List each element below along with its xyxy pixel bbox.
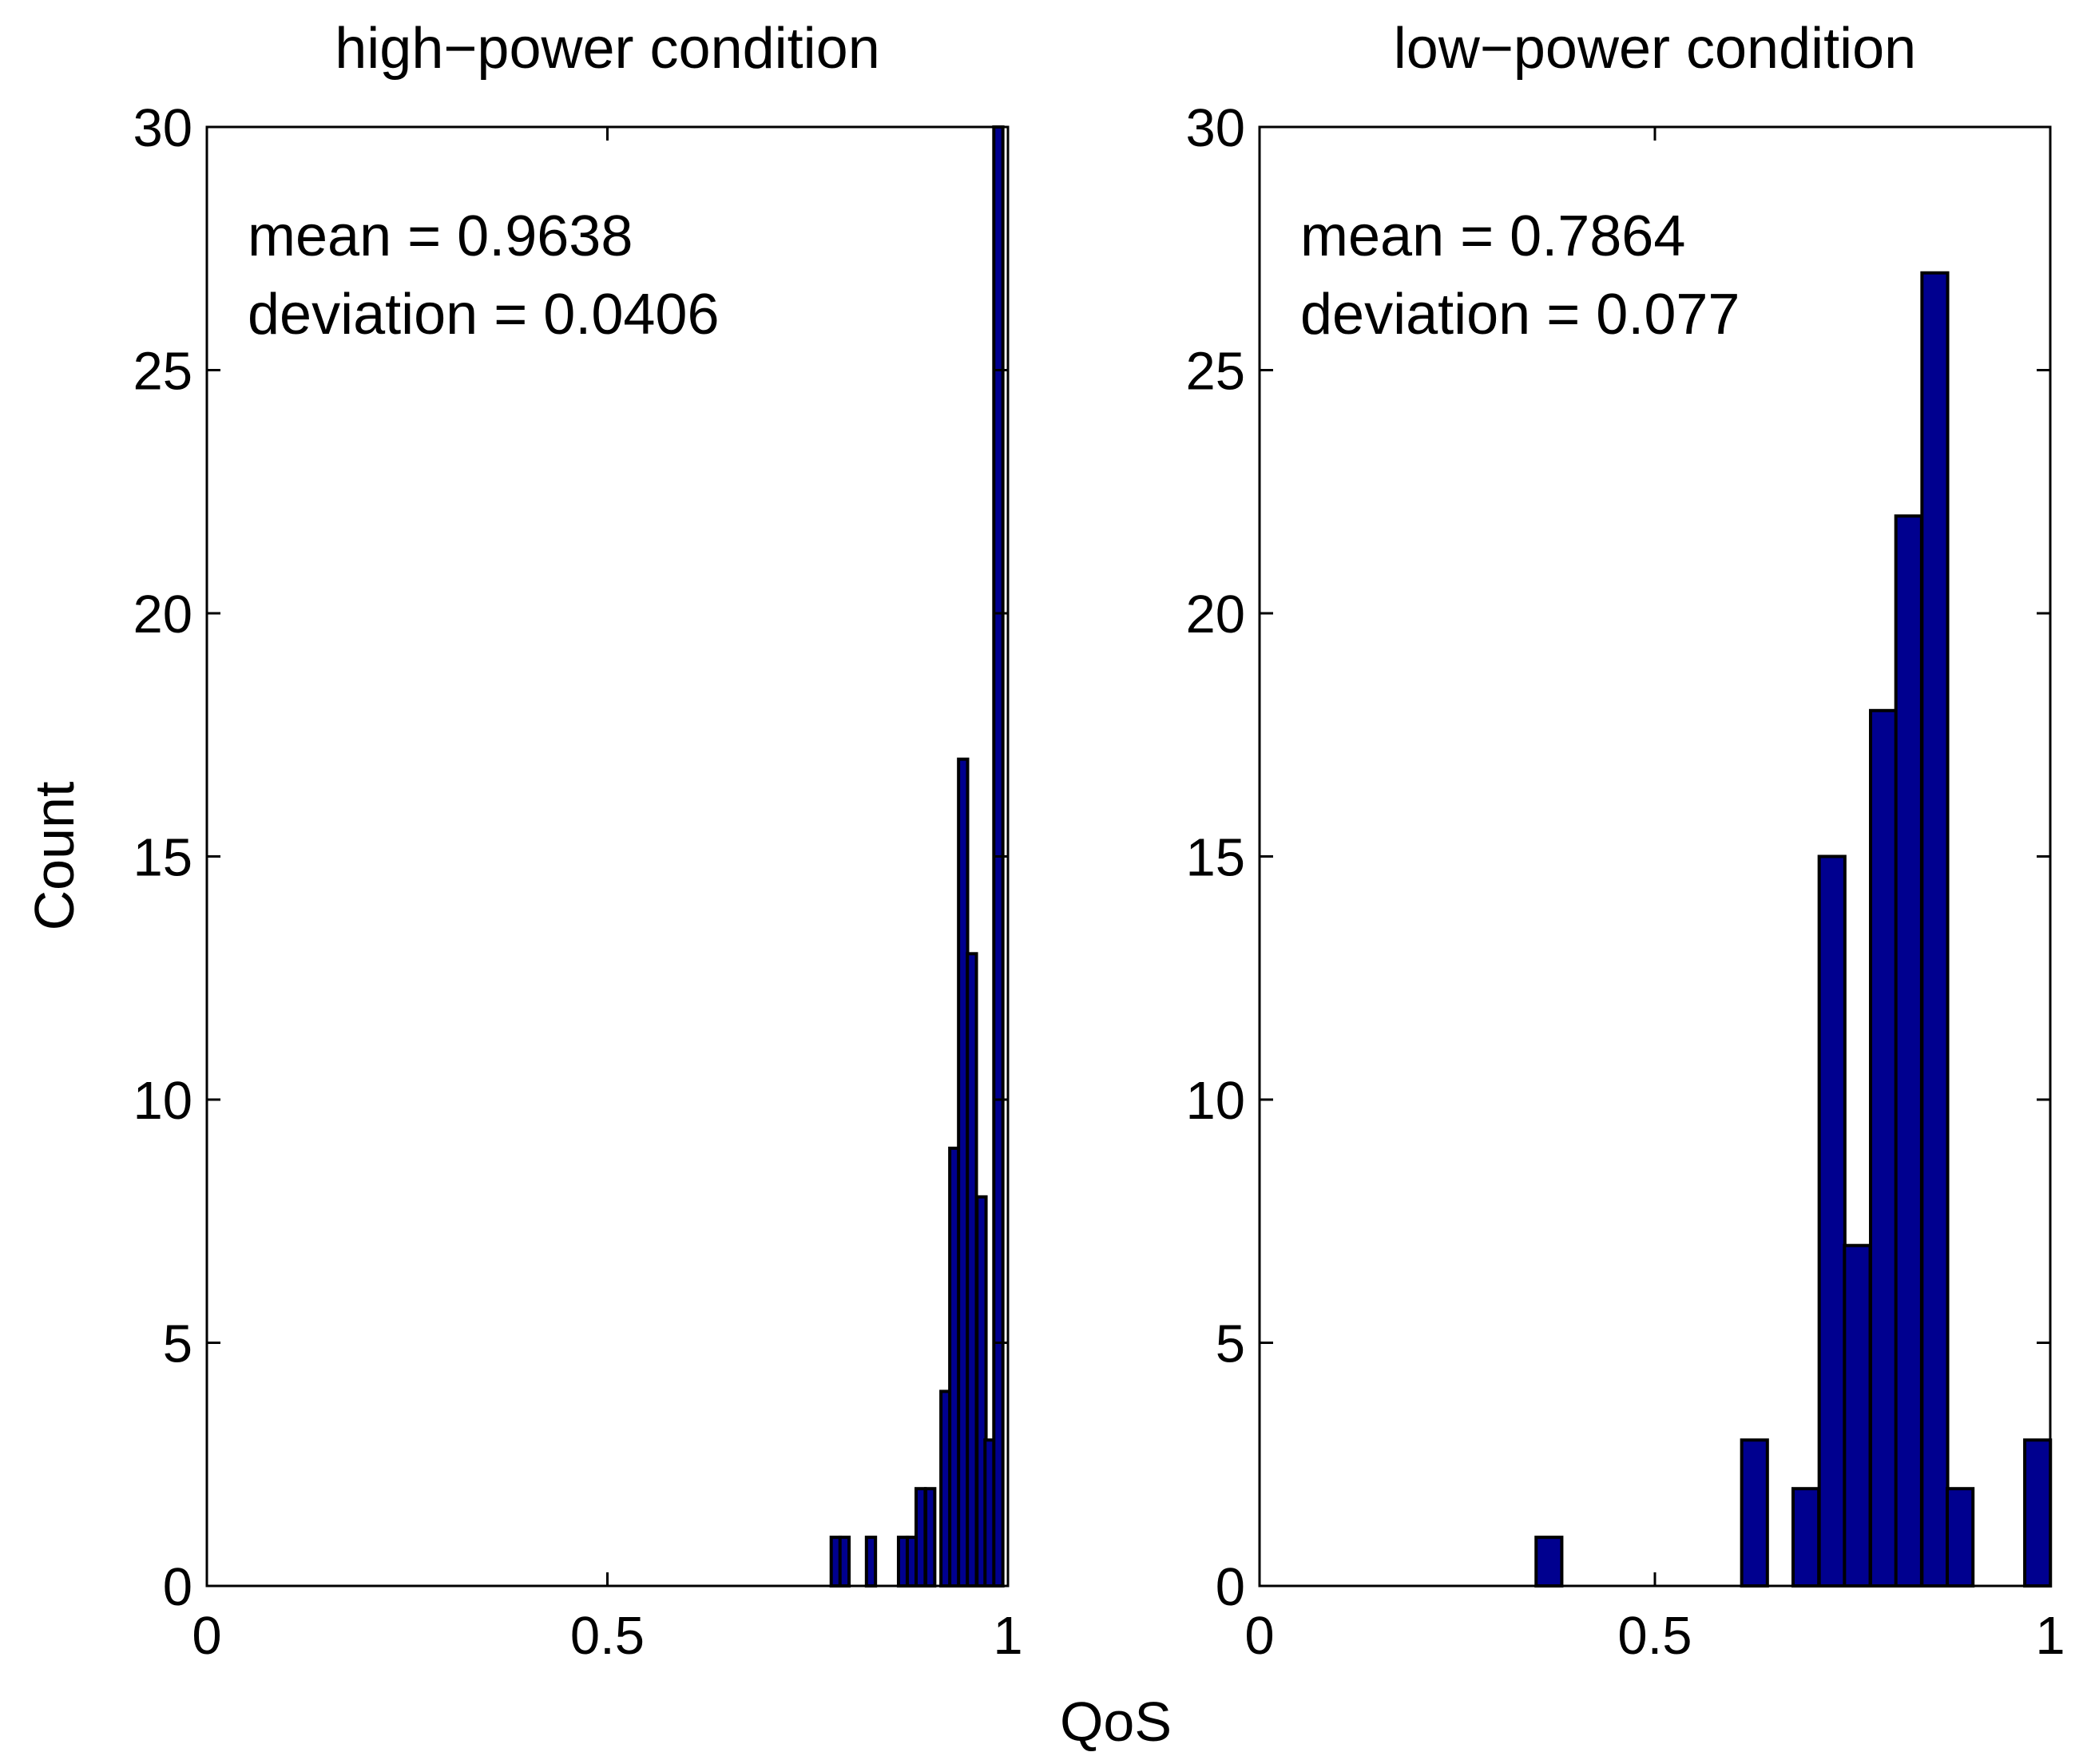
y-tick-label: 0 (1216, 1557, 1245, 1617)
y-axis-label: Count (23, 782, 85, 931)
histogram-bar (1534, 1536, 1564, 1588)
y-tick-label: 25 (133, 342, 192, 402)
histogram-bar (2023, 1438, 2053, 1588)
histogram-bar (1817, 854, 1847, 1588)
histogram-bar (1791, 1487, 1821, 1588)
x-tick-label: 1 (993, 1606, 1022, 1666)
histogram-bar (1894, 514, 1923, 1588)
y-tick-label: 25 (1185, 342, 1245, 402)
x-tick-label: 0 (192, 1606, 221, 1666)
y-tick-label: 30 (133, 98, 192, 158)
histogram-bar (1946, 1487, 1975, 1588)
subplot-title: high−power condition (335, 17, 880, 81)
histogram-bar (1920, 271, 1950, 1588)
histogram-bar (1843, 1243, 1872, 1588)
subplot-1: 0 5 10 15 20 25 30 0 0.5 1 high−power condition mea… (133, 17, 1022, 1666)
y-tick-label: 20 (1185, 585, 1245, 644)
x-axis-label: QoS (1060, 1691, 1172, 1753)
subplot-title: low−power condition (1394, 17, 1916, 81)
histogram-bar (1740, 1438, 1769, 1588)
deviation-annotation: deviation = 0.077 (1300, 283, 1740, 347)
x-tick-label: 1 (2035, 1606, 2065, 1666)
y-tick-label: 15 (133, 828, 192, 888)
histogram-bar (924, 1487, 937, 1588)
histogram-bar (1869, 708, 1899, 1588)
subplot-2: 0 5 10 15 20 25 30 0 0.5 1 low−power condition mean… (1185, 17, 2065, 1666)
y-tick-label: 5 (1216, 1314, 1245, 1374)
histogram-bar (864, 1536, 878, 1588)
mean-annotation: mean = 0.9638 (248, 204, 633, 268)
x-tick-label: 0.5 (570, 1606, 645, 1666)
y-tick-label: 5 (163, 1314, 192, 1374)
y-tick-label: 30 (1185, 98, 1245, 158)
histogram-bar (915, 1487, 927, 1588)
histogram-bar (838, 1536, 851, 1588)
y-tick-label: 0 (163, 1557, 192, 1617)
y-tick-label: 10 (133, 1071, 192, 1131)
x-tick-label: 0 (1244, 1606, 1274, 1666)
y-tick-label: 20 (133, 585, 192, 644)
histogram-bar (966, 952, 978, 1588)
x-tick-label: 0.5 (1617, 1606, 1692, 1666)
y-tick-label: 15 (1185, 828, 1245, 888)
mean-annotation: mean = 0.7864 (1300, 204, 1685, 268)
deviation-annotation: deviation = 0.0406 (248, 283, 719, 347)
y-tick-label: 10 (1185, 1071, 1245, 1131)
